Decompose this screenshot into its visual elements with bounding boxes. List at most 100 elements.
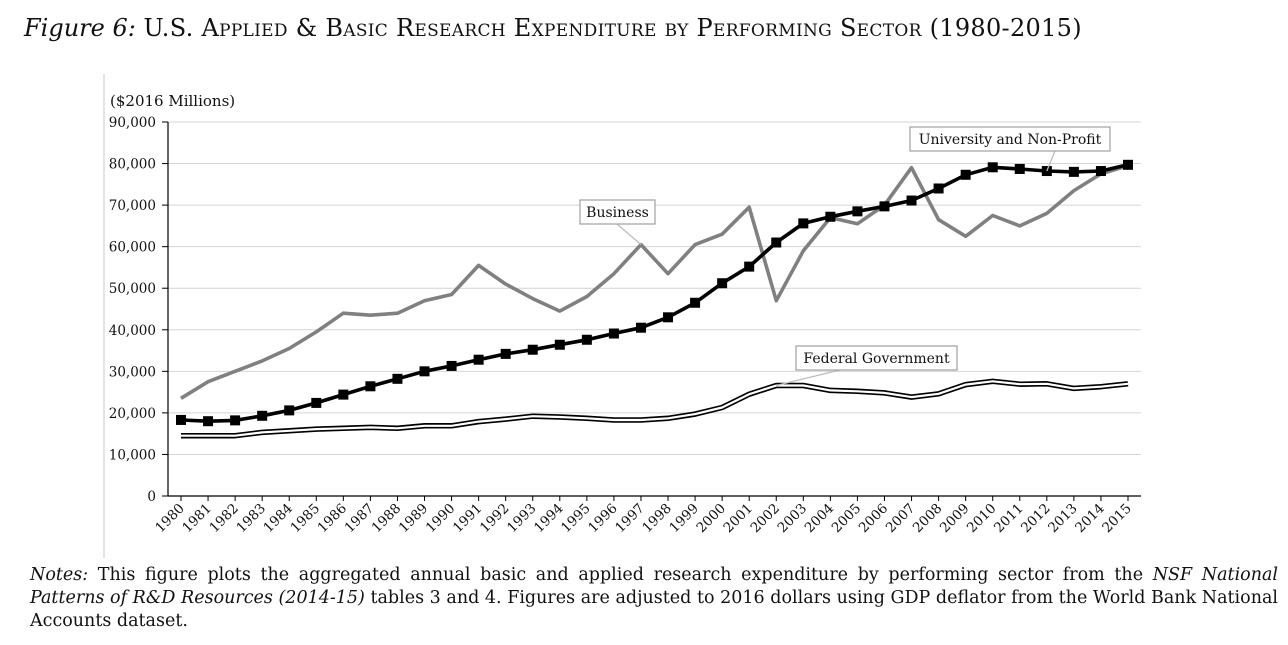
x-tick-label: 2007 bbox=[883, 501, 919, 537]
data-point-marker bbox=[987, 162, 998, 173]
data-point-marker bbox=[176, 414, 186, 425]
data-point-marker bbox=[608, 328, 619, 339]
x-tick-label: 2010 bbox=[964, 501, 1000, 537]
data-point-marker bbox=[527, 344, 538, 355]
y-tick-label: 50,000 bbox=[109, 281, 156, 297]
callout-box bbox=[795, 345, 958, 371]
figure-title: Figure 6: U.S. Applied & Basic Research … bbox=[24, 14, 1274, 42]
x-tick-label: 2011 bbox=[991, 501, 1027, 537]
x-tick-label: 1983 bbox=[233, 501, 269, 537]
series-callout: University and Non-Profit bbox=[909, 126, 1111, 172]
y-unit-label: ($2016 Millions) bbox=[110, 92, 235, 110]
x-tick-label: 1993 bbox=[504, 501, 540, 537]
data-point-marker bbox=[1095, 166, 1106, 177]
x-tick-label: 2013 bbox=[1045, 501, 1081, 537]
series-business bbox=[180, 163, 1129, 400]
notes-text-2: tables 3 and 4. Figures are adjusted to … bbox=[30, 588, 1278, 631]
data-point-marker bbox=[635, 322, 646, 333]
x-tick-label: 2002 bbox=[747, 501, 783, 537]
y-tick-label: 70,000 bbox=[109, 198, 156, 214]
x-tick-label: 1989 bbox=[396, 501, 432, 537]
callout-box bbox=[579, 199, 656, 225]
x-tick-label: 1982 bbox=[206, 501, 242, 537]
x-tick-label: 2012 bbox=[1018, 501, 1054, 537]
callout-layer: University and Non-Profit Business Federal… bbox=[579, 126, 1111, 387]
x-tick-label: 2015 bbox=[1099, 501, 1135, 537]
data-point-marker bbox=[473, 354, 484, 365]
x-tick-label: 1990 bbox=[423, 501, 459, 537]
x-tick-label: 2001 bbox=[720, 501, 756, 537]
axes bbox=[162, 121, 1141, 501]
federal-line-outer bbox=[181, 378, 1129, 439]
data-point-marker bbox=[284, 405, 295, 416]
x-tick-label: 1992 bbox=[477, 501, 513, 537]
x-tick-label: 2006 bbox=[856, 501, 892, 537]
y-tick-labels: 0 10,000 20,000 30,000 40,000 50,000 60,000 70,… bbox=[109, 115, 156, 505]
callout-leader-line bbox=[616, 223, 642, 246]
x-tick-label: 1995 bbox=[558, 501, 594, 537]
data-point-marker bbox=[581, 334, 592, 345]
x-tick-label: 2004 bbox=[802, 501, 838, 537]
y-tick-label: 0 bbox=[147, 489, 156, 505]
callout-label: Business bbox=[586, 205, 649, 221]
data-point-marker bbox=[500, 348, 511, 359]
x-tick-label: 1988 bbox=[369, 501, 405, 537]
data-point-marker bbox=[717, 278, 728, 289]
federal-line-inner bbox=[181, 380, 1129, 437]
x-tick-label: 1980 bbox=[152, 501, 188, 537]
data-point-marker bbox=[554, 339, 565, 350]
x-tick-label: 1999 bbox=[666, 501, 702, 537]
figure-notes: Notes: This figure plots the aggregated … bbox=[30, 564, 1278, 633]
callout-label: University and Non-Profit bbox=[919, 132, 1102, 148]
data-point-marker bbox=[257, 410, 268, 421]
callout-box bbox=[909, 126, 1111, 152]
data-point-marker bbox=[960, 169, 971, 180]
y-tick-label: 80,000 bbox=[109, 157, 156, 173]
x-tick-label: 1996 bbox=[585, 501, 621, 537]
data-point-marker bbox=[690, 297, 701, 308]
business-line bbox=[180, 163, 1129, 400]
series-federal-government bbox=[181, 378, 1129, 439]
x-tick-labels: 1980198119821983198419851986198719881989… bbox=[152, 501, 1135, 537]
x-tick-label: 1986 bbox=[315, 501, 351, 537]
data-point-marker bbox=[1014, 163, 1025, 174]
y-tick-label: 60,000 bbox=[109, 240, 156, 256]
callout-label: Federal Government bbox=[803, 351, 950, 367]
series-university-nonprofit bbox=[176, 159, 1133, 427]
y-tick-label: 10,000 bbox=[109, 447, 156, 463]
data-point-marker bbox=[906, 195, 917, 206]
data-point-marker bbox=[933, 183, 944, 194]
data-point-marker bbox=[1068, 166, 1079, 177]
series-layer bbox=[176, 159, 1133, 439]
data-point-marker bbox=[879, 201, 890, 212]
x-tick-label: 2014 bbox=[1072, 501, 1108, 537]
x-tick-label: 1981 bbox=[179, 501, 215, 537]
data-point-marker bbox=[392, 373, 403, 384]
data-point-marker bbox=[798, 218, 809, 229]
data-point-marker bbox=[365, 381, 376, 392]
gridlines bbox=[168, 121, 1141, 455]
x-tick-label: 1987 bbox=[342, 501, 378, 537]
series-callout: Federal Government bbox=[776, 345, 958, 387]
data-point-marker bbox=[852, 206, 863, 217]
x-tick-label: 2003 bbox=[775, 501, 811, 537]
y-tick-label: 20,000 bbox=[109, 406, 156, 422]
data-point-marker bbox=[419, 366, 430, 377]
data-point-marker bbox=[338, 389, 349, 400]
x-tick-label: 1985 bbox=[288, 501, 324, 537]
figure-number: Figure 6: bbox=[24, 14, 136, 42]
y-tick-label: 40,000 bbox=[109, 323, 156, 339]
x-tick-label: 2005 bbox=[829, 501, 865, 537]
x-tick-label: 2000 bbox=[693, 501, 729, 537]
y-tick-label: 30,000 bbox=[109, 364, 156, 380]
callout-leader-line bbox=[1046, 150, 1056, 172]
x-tick-label: 1984 bbox=[260, 501, 296, 537]
x-tick-label: 1998 bbox=[639, 501, 675, 537]
data-point-marker bbox=[311, 397, 322, 408]
figure-title-text: U.S. Applied & Basic Research Expenditur… bbox=[143, 14, 1082, 42]
data-point-marker bbox=[744, 261, 755, 272]
data-point-marker bbox=[663, 312, 674, 323]
y-tick-label: 90,000 bbox=[109, 115, 156, 131]
x-tick-label: 2008 bbox=[910, 501, 946, 537]
